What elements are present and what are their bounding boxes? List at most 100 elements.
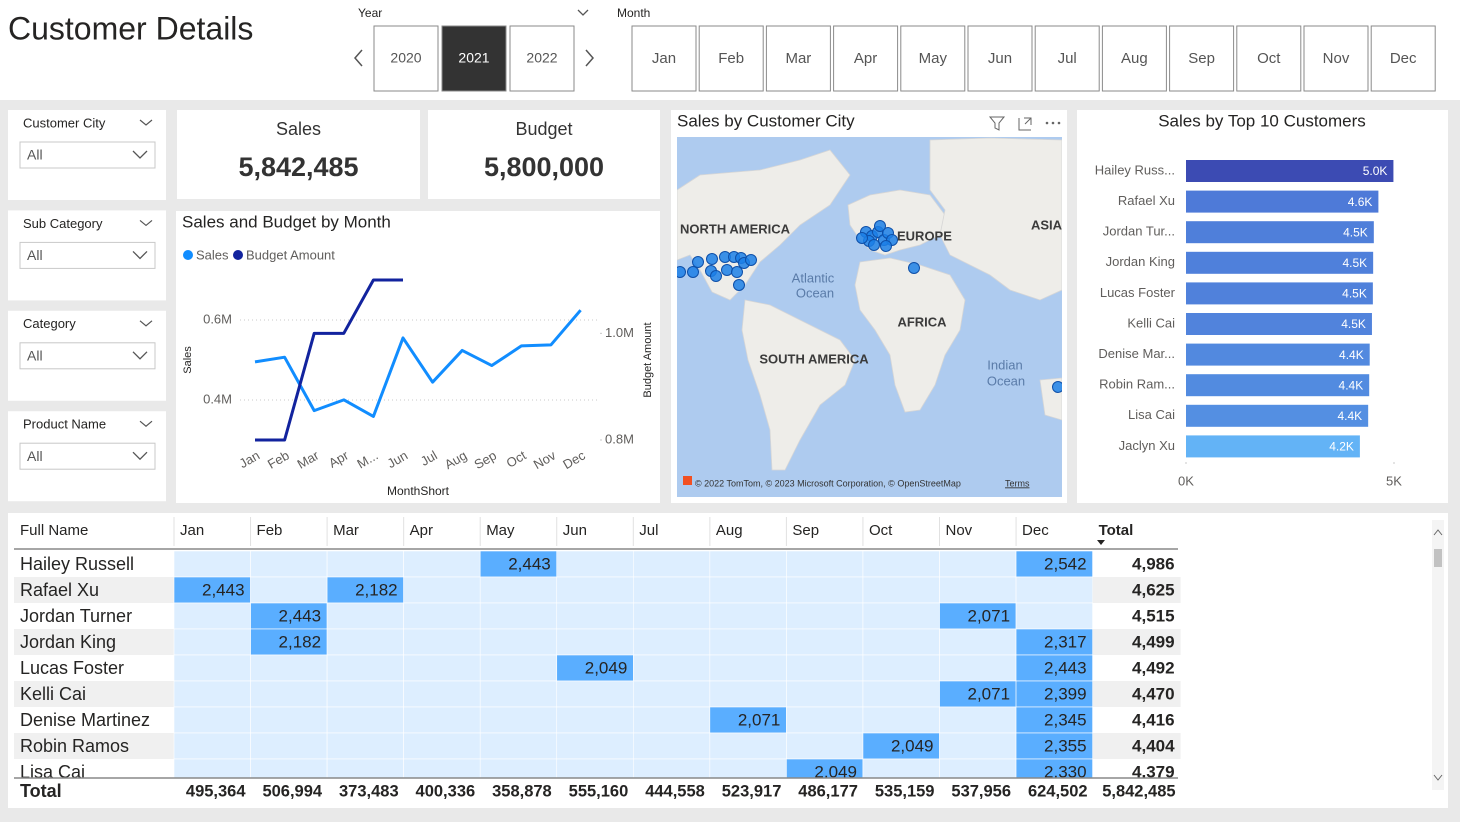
year-prev[interactable] (354, 49, 363, 67)
column-header[interactable]: Jan (180, 522, 204, 539)
column-header[interactable]: Jul (639, 522, 658, 539)
column-header[interactable]: Total (1099, 522, 1134, 539)
city-point[interactable] (733, 279, 745, 291)
row-total: 4,499 (1132, 632, 1175, 651)
month-button[interactable] (1101, 25, 1167, 92)
y-tick-label: Jaclyn Xu (1119, 438, 1175, 453)
column-header[interactable]: Sep (792, 522, 819, 539)
column-header[interactable]: Dec (1022, 522, 1049, 539)
slicer-dropdown[interactable] (19, 141, 156, 169)
table-cell (14, 629, 174, 655)
month-button[interactable] (1236, 25, 1302, 92)
column-header[interactable]: Feb (257, 522, 283, 539)
slicer-chevron[interactable] (139, 320, 153, 327)
column-header[interactable]: Apr (410, 522, 433, 539)
map-terms[interactable]: Terms (1005, 478, 1030, 488)
focus-icon[interactable] (1018, 117, 1032, 131)
column-header[interactable]: Nov (946, 522, 973, 539)
scroll-down[interactable] (1433, 774, 1443, 781)
month-button[interactable] (765, 25, 831, 92)
month-button[interactable] (1169, 25, 1235, 92)
city-point[interactable] (856, 232, 868, 244)
bar[interactable] (1186, 313, 1372, 335)
city-point[interactable] (687, 266, 699, 278)
month-button[interactable] (900, 25, 966, 92)
month-button[interactable] (833, 25, 899, 92)
city-point[interactable] (675, 266, 686, 278)
slicer-dropdown[interactable] (19, 442, 156, 470)
scrollbar-track[interactable] (1432, 520, 1444, 790)
bar[interactable] (1186, 343, 1370, 366)
more-icon[interactable] (1057, 121, 1061, 125)
panel (177, 110, 420, 199)
year-button[interactable] (373, 25, 439, 92)
bar[interactable] (1186, 435, 1360, 458)
city-point[interactable] (1052, 381, 1064, 393)
bar[interactable] (1186, 160, 1394, 182)
table-cell (556, 680, 634, 708)
city-point[interactable] (721, 264, 733, 276)
year-button[interactable] (509, 25, 575, 92)
slicer-chevron[interactable] (139, 219, 153, 227)
slicer-title: Customer City (23, 115, 106, 130)
month-button[interactable] (698, 25, 764, 92)
scrollbar-thumb[interactable] (1434, 549, 1442, 567)
bar[interactable] (1186, 251, 1374, 274)
slicer-dropdown[interactable] (19, 342, 156, 370)
city-point[interactable] (706, 253, 718, 265)
year-chevron[interactable] (577, 9, 589, 16)
cell-value: 2,345 (1044, 710, 1087, 729)
city-point[interactable] (868, 239, 880, 251)
month-button[interactable] (967, 25, 1033, 92)
bar[interactable] (1186, 190, 1379, 213)
city-point[interactable] (710, 270, 722, 282)
month-button[interactable] (1034, 25, 1100, 92)
legend-label[interactable]: Budget Amount (246, 247, 335, 262)
city-point[interactable] (880, 240, 892, 252)
month-button[interactable] (1303, 25, 1369, 92)
row-total: 4,470 (1132, 684, 1175, 703)
table-cell (14, 577, 174, 603)
bar[interactable] (1186, 404, 1369, 427)
bar[interactable] (1186, 374, 1370, 397)
more-icon[interactable] (1051, 121, 1055, 125)
chart-title: Sales by Top 10 Customers (1158, 111, 1366, 130)
table-cell (250, 628, 328, 656)
filter-icon[interactable] (988, 116, 1006, 131)
column-header[interactable]: Aug (716, 522, 743, 539)
month-label: Month (617, 6, 650, 20)
column-header[interactable]: Jun (563, 522, 587, 539)
total-value: 535,159 (875, 782, 935, 800)
slicer-chevron[interactable] (139, 420, 153, 427)
map-label: Atlantic (792, 270, 835, 285)
city-point[interactable] (874, 220, 886, 232)
city-point[interactable] (745, 254, 757, 266)
column-header[interactable]: Full Name (20, 522, 88, 539)
slicer-dropdown[interactable] (19, 241, 156, 269)
total-value: 495,364 (186, 782, 246, 800)
more-icon[interactable] (1045, 121, 1049, 125)
month-button-label: Jul (1058, 50, 1077, 67)
bar[interactable] (1186, 221, 1374, 244)
table-cell (1092, 551, 1181, 577)
line-series (255, 278, 403, 442)
table-cell (1092, 629, 1181, 655)
year-next[interactable] (585, 49, 594, 67)
bar[interactable] (1186, 282, 1373, 305)
slicer-chevron[interactable] (139, 119, 153, 126)
year-button[interactable] (441, 25, 507, 92)
city-point[interactable] (908, 262, 920, 274)
y2-tick-label: 0.8M (605, 431, 634, 446)
month-button[interactable] (631, 25, 697, 92)
legend-label[interactable]: Sales (196, 247, 229, 262)
city-point[interactable] (692, 256, 704, 268)
month-button[interactable] (1370, 25, 1436, 92)
scroll-up[interactable] (1433, 529, 1443, 536)
city-point[interactable] (731, 266, 743, 278)
column-header[interactable]: May (486, 522, 515, 539)
column-header[interactable]: Mar (333, 522, 359, 539)
bar-value-label: 4.4K (1339, 378, 1364, 392)
table-cell (250, 551, 328, 578)
column-header[interactable]: Oct (869, 522, 893, 539)
slicer-value: All (27, 247, 43, 263)
